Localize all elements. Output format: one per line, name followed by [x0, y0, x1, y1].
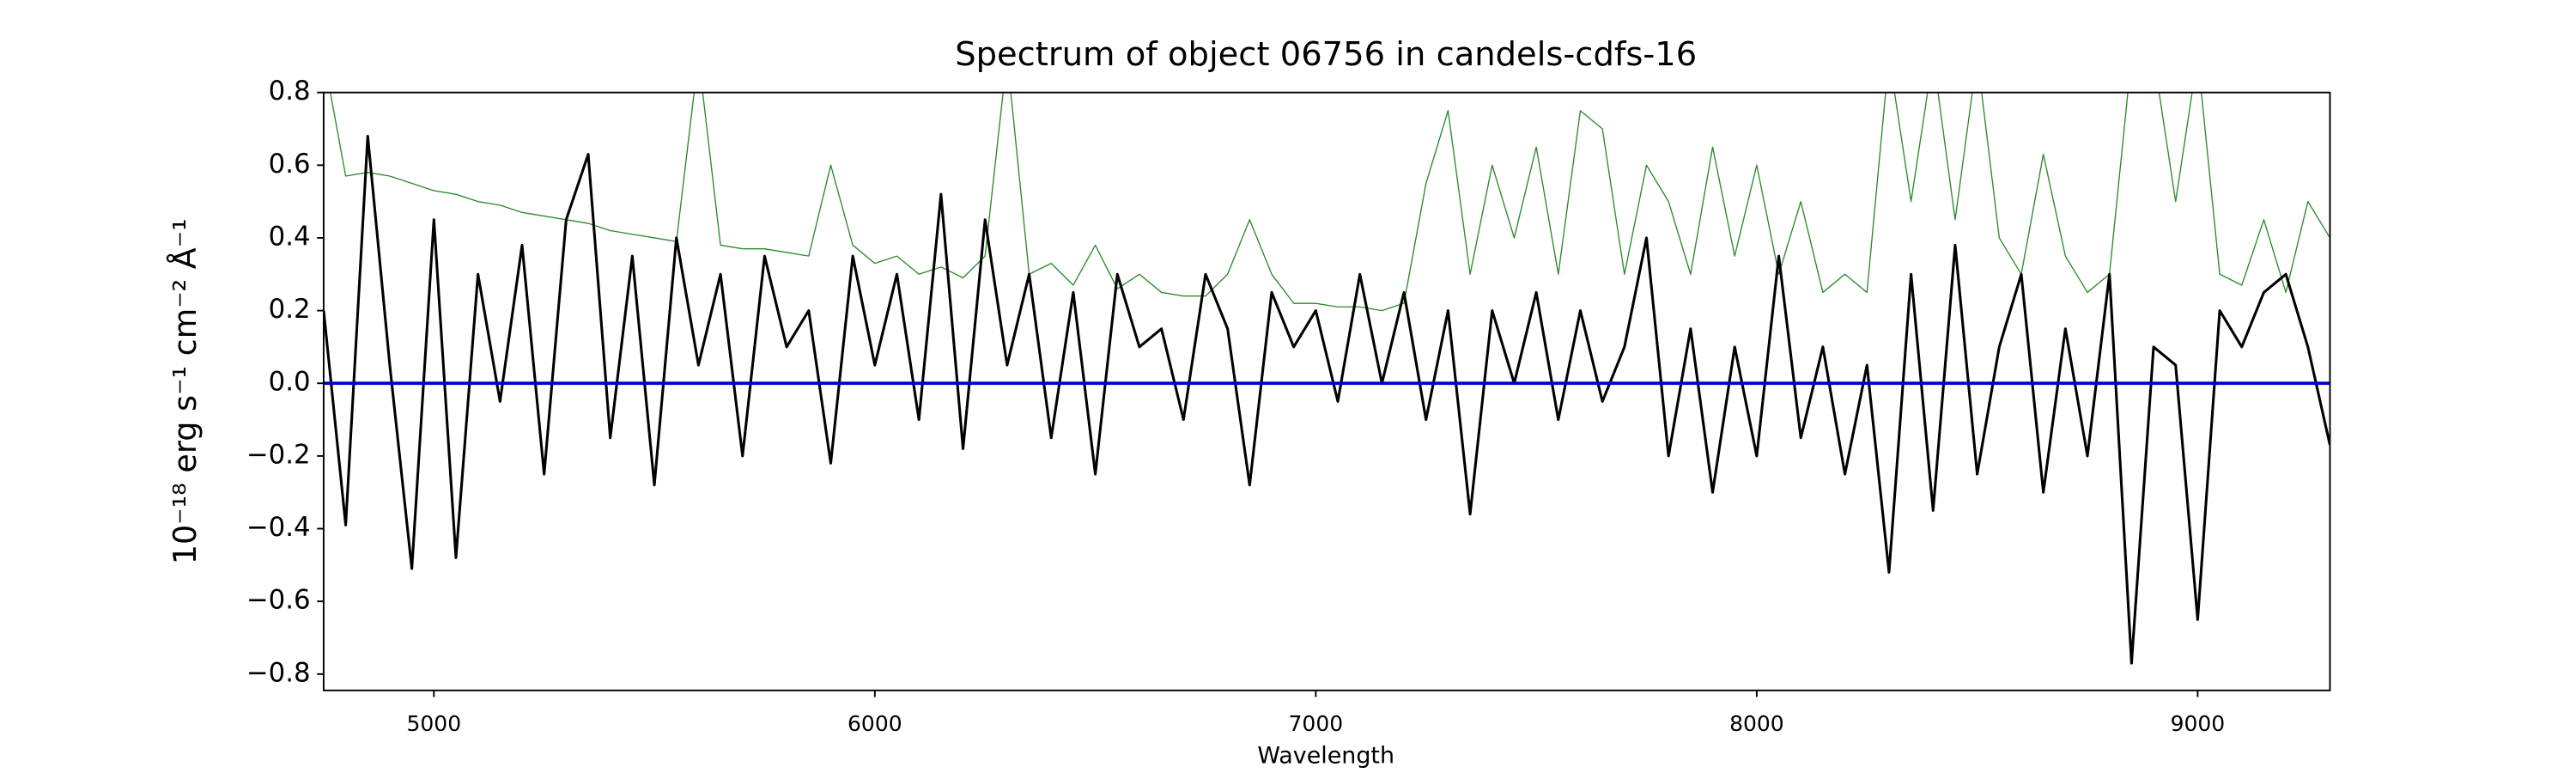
x-axis-label: Wavelength: [1257, 742, 1394, 769]
y-axis-label: 10⁻¹⁸ erg s⁻¹ cm⁻² Å⁻¹: [166, 218, 204, 564]
axes-frame: [322, 91, 2331, 691]
x-tick-label: 8000: [1729, 711, 1784, 736]
y-tick-label: −0.6: [246, 585, 311, 616]
x-tick-label: 5000: [406, 711, 461, 736]
y-tick-label: 0.0: [269, 367, 311, 398]
spectrum-line: [330, 92, 2330, 312]
plot-area: [323, 92, 2330, 665]
y-tick-label: 0.8: [269, 76, 311, 107]
spectrum-line: [323, 134, 2330, 665]
y-tick-label: 0.6: [269, 149, 311, 180]
chart-title: Spectrum of object 06756 in candels-cdfs…: [955, 35, 1697, 74]
x-tick-label: 6000: [848, 711, 902, 736]
y-tick-label: −0.8: [246, 657, 311, 688]
y-tick-label: −0.4: [246, 512, 311, 543]
x-tick-label: 7000: [1289, 711, 1344, 736]
y-tick-label: 0.2: [269, 294, 311, 325]
y-tick-label: −0.2: [246, 439, 311, 470]
y-tick-label: 0.4: [269, 221, 311, 252]
x-tick-label: 9000: [2171, 711, 2226, 736]
